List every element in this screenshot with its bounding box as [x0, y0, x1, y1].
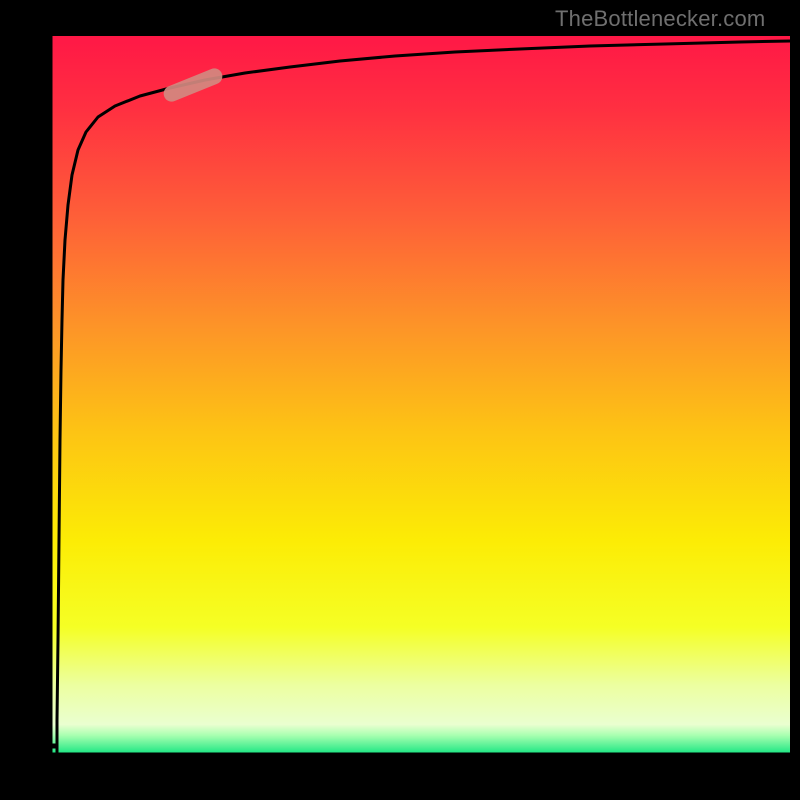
watermark-label: TheBottlenecker.com: [555, 6, 765, 32]
plot-area: [48, 36, 790, 757]
chart-svg: [0, 0, 800, 800]
chart-root: TheBottlenecker.com: [0, 0, 800, 800]
